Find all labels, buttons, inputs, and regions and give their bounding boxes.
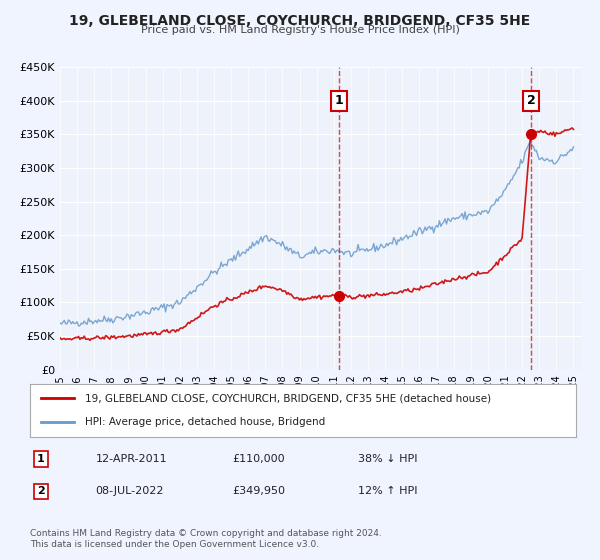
Text: 2: 2 xyxy=(527,94,535,108)
Text: Contains HM Land Registry data © Crown copyright and database right 2024.: Contains HM Land Registry data © Crown c… xyxy=(30,529,382,538)
Text: £110,000: £110,000 xyxy=(232,454,284,464)
Text: 2: 2 xyxy=(37,487,45,497)
Text: HPI: Average price, detached house, Bridgend: HPI: Average price, detached house, Brid… xyxy=(85,417,325,427)
Text: Price paid vs. HM Land Registry's House Price Index (HPI): Price paid vs. HM Land Registry's House … xyxy=(140,25,460,35)
Text: 19, GLEBELAND CLOSE, COYCHURCH, BRIDGEND, CF35 5HE: 19, GLEBELAND CLOSE, COYCHURCH, BRIDGEND… xyxy=(70,14,530,28)
Text: 38% ↓ HPI: 38% ↓ HPI xyxy=(358,454,417,464)
Text: This data is licensed under the Open Government Licence v3.0.: This data is licensed under the Open Gov… xyxy=(30,540,319,549)
Text: 12-APR-2011: 12-APR-2011 xyxy=(95,454,167,464)
Text: 19, GLEBELAND CLOSE, COYCHURCH, BRIDGEND, CF35 5HE (detached house): 19, GLEBELAND CLOSE, COYCHURCH, BRIDGEND… xyxy=(85,394,491,404)
Text: 08-JUL-2022: 08-JUL-2022 xyxy=(95,487,164,497)
Text: 1: 1 xyxy=(37,454,45,464)
Text: 12% ↑ HPI: 12% ↑ HPI xyxy=(358,487,417,497)
Text: 1: 1 xyxy=(334,94,343,108)
Text: £349,950: £349,950 xyxy=(232,487,285,497)
